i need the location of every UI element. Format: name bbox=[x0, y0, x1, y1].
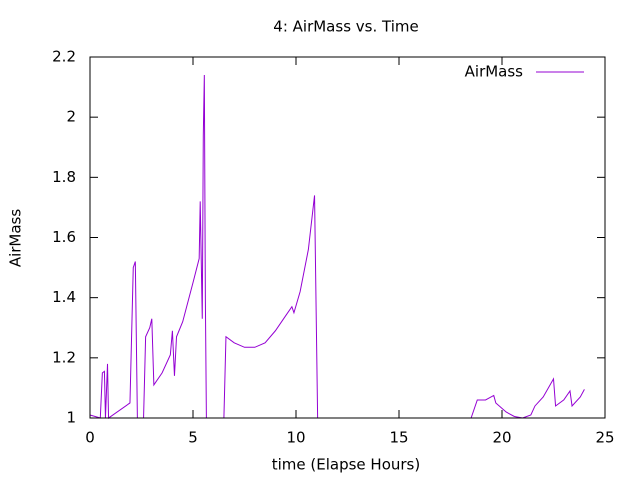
data-line bbox=[89, 75, 585, 419]
plot-border bbox=[89, 56, 606, 419]
x-tick-label: 15 bbox=[389, 429, 408, 447]
y-tick-label: 1.4 bbox=[52, 288, 76, 306]
y-tick-label: 2 bbox=[66, 108, 76, 126]
x-tick-label: 20 bbox=[492, 429, 511, 447]
y-tick-label: 2.2 bbox=[52, 48, 76, 66]
legend-label: AirMass bbox=[465, 63, 524, 81]
y-axis-label: AirMass bbox=[7, 209, 25, 268]
x-tick-label: 10 bbox=[286, 429, 305, 447]
y-tick-label: 1.6 bbox=[52, 228, 76, 246]
x-axis-label: time (Elapse Hours) bbox=[272, 456, 420, 474]
y-tick-label: 1.8 bbox=[52, 168, 76, 186]
chart-title: 4: AirMass vs. Time bbox=[273, 18, 418, 36]
x-tick-label: 5 bbox=[188, 429, 198, 447]
y-tick-label: 1.2 bbox=[52, 348, 76, 366]
y-tick-label: 1 bbox=[66, 409, 76, 427]
x-tick-label: 0 bbox=[85, 429, 95, 447]
x-tick-label: 25 bbox=[595, 429, 614, 447]
